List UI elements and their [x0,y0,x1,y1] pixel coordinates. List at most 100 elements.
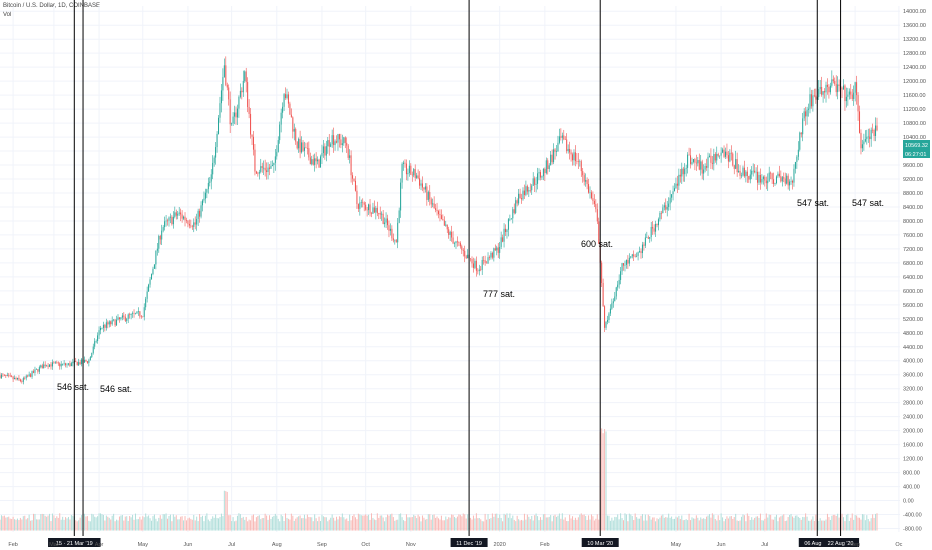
candle-body [563,135,565,140]
volume-bar [30,520,32,531]
volume-bar [528,516,530,531]
volume-bar [738,521,740,531]
volume-bar [107,516,109,531]
volume-bar [421,515,423,531]
volume-bar [512,515,514,531]
candle-body [113,319,115,321]
volume-bar [768,514,770,531]
candle-body [325,146,327,156]
volume-bar [66,518,68,531]
candle-body [462,249,464,251]
candle-body [110,321,112,325]
volume-bar [510,518,512,531]
candle-body [59,363,61,367]
volume-bar [129,515,131,531]
volume-bar [219,516,221,531]
volume-bar [539,517,541,531]
candle-body [389,228,391,231]
volume-bar [266,515,268,531]
volume-bar [344,519,346,531]
volume-bar [101,514,103,531]
volume-bar [273,515,275,531]
volume-bar [398,514,400,531]
candle-body [306,148,308,149]
volume-bar [841,513,843,531]
volume-bar [50,521,52,531]
candle-body [470,258,472,260]
candle-body [596,209,598,222]
volume-bar [719,520,721,531]
candle-body [701,161,703,174]
volume-bar [440,515,442,531]
candle-body [430,199,432,205]
price-tick-label: 3200.00 [903,387,923,393]
volume-bar [735,513,737,531]
volume-bar [515,521,517,531]
candle-body [365,204,367,210]
candle-body [606,319,608,322]
volume-bar [258,515,260,531]
time-tick-label: Feb [8,542,17,548]
volume-bar [586,519,588,531]
price-tick-label: 9200.00 [903,177,923,183]
candle-body [735,159,737,169]
volume-bar [67,516,69,531]
candle-body [97,335,99,341]
candle-body [605,321,607,328]
volume-bar [375,520,377,531]
candle-body [201,200,204,206]
candle-body [184,216,186,221]
candle-body [538,172,540,174]
marker-date-box [822,538,860,547]
candle-body [232,116,234,124]
candle-body [394,239,396,241]
volume-bar [732,518,734,531]
volume-bar [815,514,817,531]
price-tick-label: 7200.00 [903,247,923,253]
volume-bar [416,518,418,531]
volume-bar [81,515,83,531]
volume-bar [248,519,250,531]
candle-body [245,71,247,83]
volume-bar [241,517,243,531]
candle-body [617,284,619,288]
candle-body [149,279,151,285]
candle-body [621,263,623,272]
volume-bar [644,514,646,531]
candle-body [850,91,852,95]
candle-body [595,204,597,210]
candle-body [216,133,218,148]
volume-bar [462,513,464,531]
candle-body [152,268,154,275]
price-tick-label: 7600.00 [903,233,923,239]
candle-body [707,156,709,168]
candle-body [669,197,671,204]
candle-body [387,218,389,226]
candle-body [47,365,49,367]
volume-bar [701,518,703,531]
candle-body [349,155,351,158]
price-axis[interactable]: 14000.00 13600.00 13200.00 12800.00 12400.00… [903,9,926,532]
candle-body [628,257,630,264]
candle-body [774,183,776,184]
candle-body [411,174,413,176]
volume-bar [56,516,58,531]
volume-bar [86,516,88,531]
volume-bar [200,517,202,531]
candle-body [866,136,868,140]
volume-bar [183,520,185,531]
volume-bar [429,514,431,531]
candle-body [743,167,745,177]
volume-bar [574,517,576,531]
candle-body [75,361,77,363]
volume-bar [657,519,659,531]
candle-body [516,200,518,204]
volume-bar [41,513,43,531]
candle-body [212,162,214,175]
volume-bar [639,518,641,531]
candle-body [861,144,863,149]
candle-body [134,313,136,315]
volume-bar [146,516,148,531]
time-axis[interactable]: Feb Mar Apr May Jun Jul Aug Sep Oct Nov 2020 Feb May… [8,542,902,548]
